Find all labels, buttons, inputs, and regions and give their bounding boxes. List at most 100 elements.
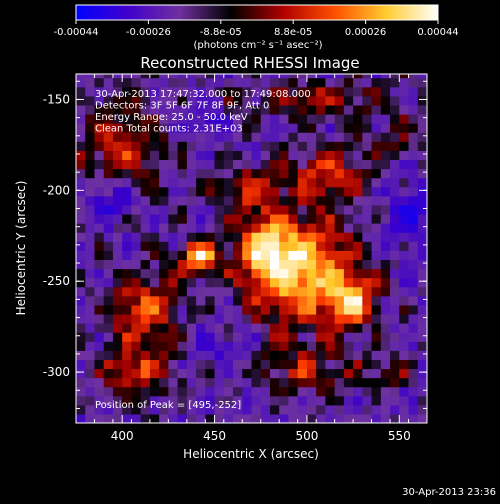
heatmap-cell [223,123,234,133]
heatmap-cell [380,204,391,215]
heatmap-cell [177,332,188,342]
heatmap-cell [408,213,419,224]
heatmap-cell [390,186,400,197]
heatmap-cell [196,313,206,324]
heatmap-cell [233,377,243,388]
heatmap-cell [362,313,373,324]
heatmap-cell [316,377,326,388]
heatmap-cell [205,404,216,415]
heatmap-cell [353,332,363,342]
heatmap-cell [205,386,216,397]
heatmap-cell [380,123,391,133]
heatmap-cell [343,350,354,360]
heatmap-cell [140,213,151,224]
heatmap-cell [362,359,373,370]
heatmap-cell [233,113,243,124]
heatmap-cell [288,141,299,151]
heatmap-cell [269,350,280,360]
heatmap-cell [371,377,382,388]
heatmap-cell [417,386,427,397]
heatmap-cell [260,250,271,261]
heatmap-cell [316,232,326,242]
heatmap-cell [214,74,225,79]
heatmap-cell [408,223,419,233]
heatmap-cell [122,277,133,288]
heatmap-cell [251,150,262,161]
heatmap-cell [362,113,373,124]
heatmap-cell [186,204,197,215]
heatmap-cell [205,359,216,370]
observation-info-line: Clean Total counts: 2.31E+03 [95,124,243,135]
heatmap-cell [390,223,400,233]
heatmap-cell [251,241,262,251]
heatmap-cell [223,74,234,79]
heatmap-cell [85,204,96,215]
heatmap-cell [214,113,225,124]
heatmap-cell [94,323,105,333]
heatmap-cell [390,295,400,306]
heatmap-cell [316,368,326,379]
heatmap-cell [306,395,317,406]
heatmap-cell [380,95,391,106]
heatmap-cell [186,313,197,324]
heatmap-cell [112,277,123,288]
heatmap-cell [205,77,216,88]
heatmap-cell [251,268,262,279]
heatmap-cell [417,223,427,233]
heatmap-cell [362,404,373,415]
heatmap-cell [186,195,197,206]
heatmap-cell [279,323,290,333]
heatmap-cell [417,304,427,315]
heatmap-cell [343,113,354,124]
heatmap-cell [196,259,206,270]
heatmap-cell [223,377,234,388]
heatmap-cell [223,277,234,288]
heatmap-cell [131,141,142,151]
heatmap-cell [279,368,290,379]
heatmap-cell [269,77,280,88]
heatmap-cell [408,241,419,251]
heatmap-cell [233,359,243,370]
heatmap-cell [390,341,400,351]
heatmap-cell [353,313,363,324]
heatmap-cell [279,350,290,360]
heatmap-cell [242,186,253,197]
heatmap-cell [371,286,382,297]
heatmap-cell [205,132,216,142]
heatmap-cell [390,213,400,224]
heatmap-cell [159,77,169,88]
heatmap-cell [353,177,363,188]
heatmap-cell [85,186,96,197]
heatmap-cell [149,386,160,397]
heatmap-cell [417,413,427,423]
heatmap-cell [325,204,336,215]
heatmap-cell [269,413,280,423]
heatmap-cell [177,204,188,215]
heatmap-cell [353,268,363,279]
heatmap-cell [122,123,133,133]
heatmap-cell [251,195,262,206]
heatmap-cell [371,204,382,215]
heatmap-cell [251,141,262,151]
heatmap-cell [94,386,105,397]
heatmap-cell [103,395,114,406]
heatmap-cell [288,313,299,324]
heatmap-cell [122,350,133,360]
heatmap-cell [343,286,354,297]
heatmap-cell [122,341,133,351]
heatmap-cell [353,341,363,351]
heatmap-cell [186,223,197,233]
heatmap-cell [417,195,427,206]
heatmap-cell [408,104,419,115]
heatmap-cell [288,250,299,261]
heatmap-cell [353,413,363,423]
heatmap-cell [260,341,271,351]
heatmap-cell [94,195,105,206]
heatmap-cell [399,377,410,388]
heatmap-cell [269,323,280,333]
heatmap-cell [408,95,419,106]
heatmap-cell [343,323,354,333]
heatmap-cell [149,332,160,342]
heatmap-cell [316,168,326,179]
heatmap-cell [316,223,326,233]
